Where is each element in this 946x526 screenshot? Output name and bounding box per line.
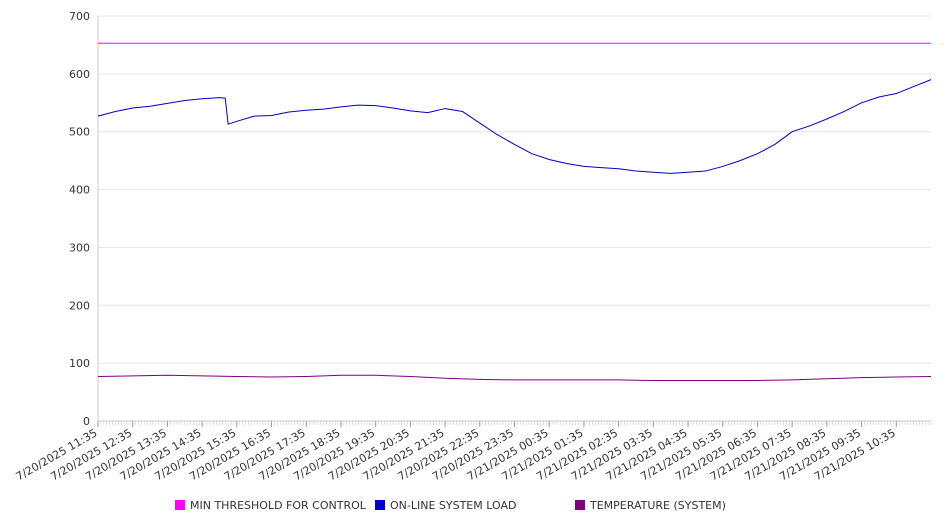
legend-item-2: TEMPERATURE (SYSTEM) — [575, 499, 726, 512]
y-tick-label-400: 400 — [69, 184, 90, 197]
series-line-2 — [97, 374, 932, 381]
grid-lines — [98, 15, 931, 364]
x-minor-ticks — [97, 421, 932, 427]
legend-swatch — [575, 500, 585, 510]
series-lines — [97, 42, 932, 381]
y-tick-label-500: 500 — [69, 126, 90, 139]
legend-item-0: MIN THRESHOLD FOR CONTROL — [175, 499, 367, 512]
x-tick-labels: 7/20/2025 11:357/20/2025 12:357/20/2025 … — [14, 426, 898, 483]
legend-label: MIN THRESHOLD FOR CONTROL — [190, 499, 367, 512]
axes — [97, 16, 931, 422]
legend: MIN THRESHOLD FOR CONTROL ON-LINE SYSTEM … — [175, 499, 726, 512]
series-line-1 — [97, 79, 932, 174]
legend-swatch — [375, 500, 385, 510]
y-tick-label-700: 700 — [69, 10, 90, 23]
legend-item-1: ON-LINE SYSTEM LOAD — [375, 499, 516, 512]
legend-label: ON-LINE SYSTEM LOAD — [390, 499, 516, 512]
legend-label: TEMPERATURE (SYSTEM) — [589, 499, 726, 512]
legend-swatch — [175, 500, 185, 510]
y-tick-label-600: 600 — [69, 68, 90, 81]
y-tick-label-100: 100 — [69, 357, 90, 370]
y-tick-labels: 0 100 200 300 400 500 600 700 — [69, 10, 90, 428]
y-tick-label-300: 300 — [69, 241, 90, 254]
y-tick-label-200: 200 — [69, 299, 90, 312]
y-tick-label-0: 0 — [83, 415, 90, 428]
